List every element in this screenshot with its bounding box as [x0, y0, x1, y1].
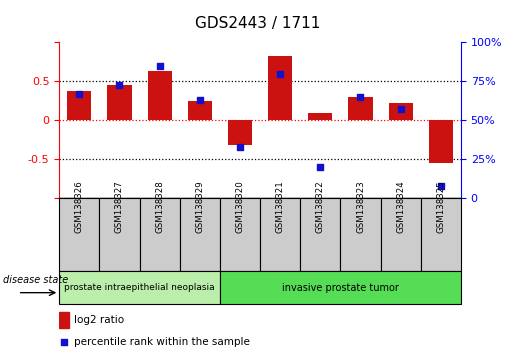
Text: GSM138323: GSM138323: [356, 180, 365, 233]
Point: [75, 91, 83, 97]
Bar: [188, 101, 212, 120]
Bar: [180, 198, 220, 271]
Text: prostate intraepithelial neoplasia: prostate intraepithelial neoplasia: [64, 283, 215, 292]
Bar: [140, 198, 180, 271]
Bar: [228, 120, 252, 145]
Point: [115, 82, 124, 87]
Bar: [429, 120, 453, 163]
Text: disease state: disease state: [3, 275, 68, 285]
Bar: [389, 103, 413, 120]
Text: percentile rank within the sample: percentile rank within the sample: [74, 337, 250, 347]
Point: [156, 63, 164, 69]
Text: GSM138320: GSM138320: [235, 180, 245, 233]
Bar: [260, 198, 300, 271]
Text: GSM138327: GSM138327: [115, 180, 124, 233]
Bar: [381, 198, 421, 271]
Point: [316, 164, 324, 170]
Bar: [349, 97, 372, 120]
Bar: [59, 198, 99, 271]
Text: GSM138324: GSM138324: [396, 180, 405, 233]
Text: invasive prostate tumor: invasive prostate tumor: [282, 282, 399, 293]
Bar: [300, 198, 340, 271]
Bar: [421, 198, 461, 271]
Bar: [340, 198, 381, 271]
Bar: [268, 57, 292, 120]
Bar: [220, 198, 260, 271]
Text: GSM138321: GSM138321: [276, 180, 285, 233]
Bar: [220, 271, 461, 304]
Text: GSM138328: GSM138328: [155, 180, 164, 233]
Bar: [148, 71, 171, 120]
Bar: [108, 85, 131, 120]
Point: [437, 183, 445, 189]
Point: [276, 71, 284, 76]
Point: [236, 144, 244, 150]
Text: GSM138329: GSM138329: [195, 181, 204, 233]
Text: GDS2443 / 1711: GDS2443 / 1711: [195, 16, 320, 30]
Text: GSM138326: GSM138326: [75, 180, 84, 233]
Text: GSM138325: GSM138325: [436, 180, 445, 233]
Text: GSM138322: GSM138322: [316, 180, 325, 233]
Point: [60, 339, 68, 345]
Bar: [67, 91, 91, 120]
Bar: [59, 271, 220, 304]
Point: [356, 94, 365, 100]
Bar: [59, 312, 69, 329]
Bar: [308, 113, 332, 120]
Point: [196, 97, 204, 103]
Bar: [99, 198, 140, 271]
Point: [397, 107, 405, 112]
Text: log2 ratio: log2 ratio: [74, 315, 124, 325]
